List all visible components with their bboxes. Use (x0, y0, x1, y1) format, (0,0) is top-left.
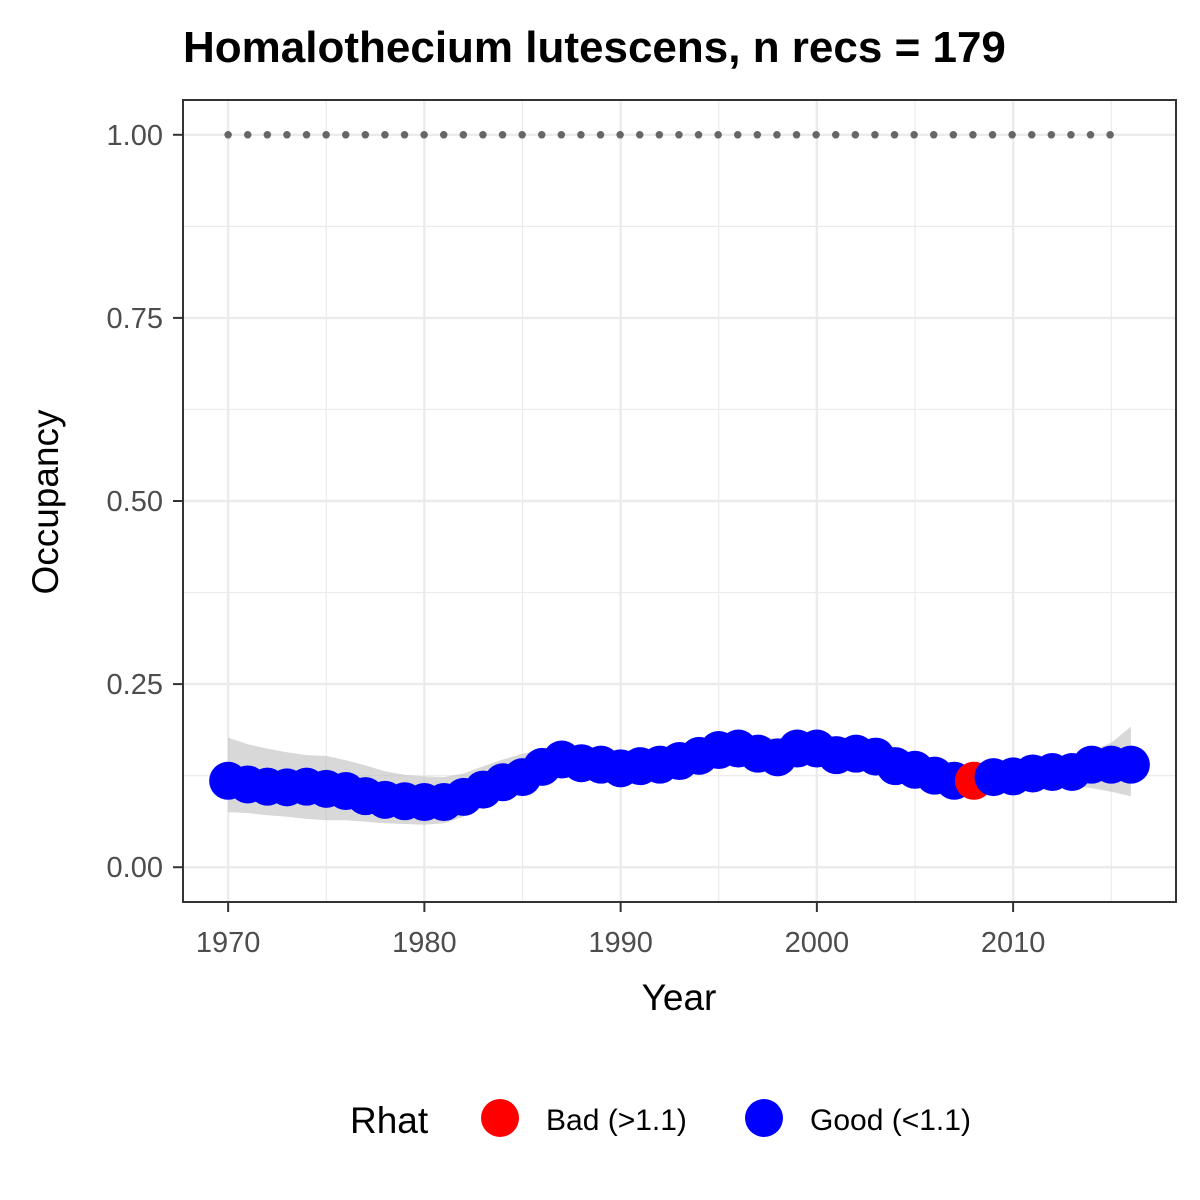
x-tick-label: 1990 (588, 927, 653, 959)
legend-label-good: Good (<1.1) (810, 1104, 971, 1137)
x-tick-label: 2010 (981, 927, 1046, 959)
x-axis: 1970 1980 1990 2000 2010 (196, 902, 1045, 959)
chart-title: Homalothecium lutescens, n recs = 179 (183, 23, 1006, 72)
legend: Rhat Bad (>1.1) Good (<1.1) (350, 1099, 971, 1141)
y-tick-label: 1.00 (107, 120, 163, 152)
y-axis-title: Occupancy (25, 409, 66, 595)
data-point-good (1111, 745, 1150, 784)
y-tick-label: 0.00 (107, 852, 163, 884)
y-tick-label: 0.75 (107, 303, 163, 335)
data-points-layer (209, 729, 1150, 822)
legend-label-bad: Bad (>1.1) (546, 1104, 687, 1137)
x-tick-label: 2000 (785, 927, 850, 959)
legend-key-good (745, 1099, 783, 1137)
y-tick-label: 0.50 (107, 486, 163, 518)
legend-key-bad (481, 1099, 519, 1137)
y-tick-label: 0.25 (107, 669, 163, 701)
x-tick-label: 1980 (392, 927, 457, 959)
x-axis-title: Year (642, 977, 717, 1018)
y-axis: 0.00 0.25 0.50 0.75 1.00 (107, 120, 183, 884)
x-tick-label: 1970 (196, 927, 261, 959)
legend-title: Rhat (350, 1100, 429, 1141)
